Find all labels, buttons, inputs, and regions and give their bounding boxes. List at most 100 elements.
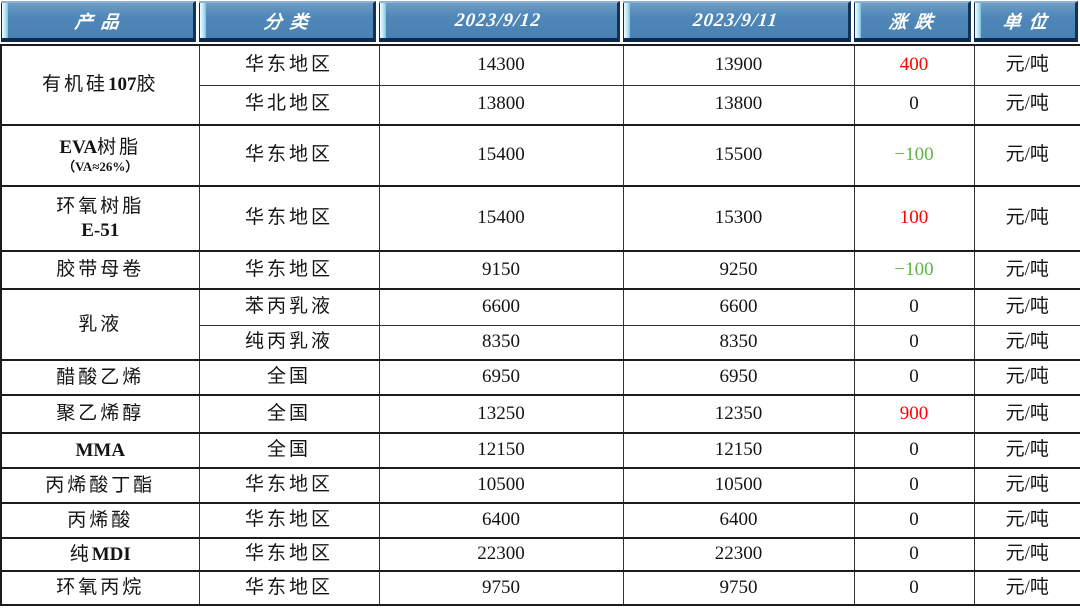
header-label-change: 涨跌	[887, 11, 942, 32]
price-cell-0911: 6400	[622, 502, 855, 539]
change-cell: 0	[853, 288, 975, 326]
header-cell-date-0911: 2023/9/11	[622, 0, 853, 44]
table-row: 环氧树脂 E-51 华东地区 15400 15300 100 元/吨	[0, 185, 1080, 252]
price-cell-0911: 13900	[622, 44, 855, 86]
category-cell: 纯丙乳液	[198, 324, 380, 361]
price-cell-0911: 15300	[622, 185, 855, 252]
unit-cell: 元/吨	[973, 537, 1080, 572]
price-cell-0911: 22300	[622, 537, 855, 572]
table-row: 丙烯酸 华东地区 6400 6400 0 元/吨	[0, 502, 1080, 539]
category-cell: 华东地区	[198, 185, 380, 252]
price-cell-0911: 12350	[622, 394, 855, 434]
price-cell-0912: 9150	[378, 250, 624, 290]
header-cell-change: 涨跌	[853, 0, 973, 44]
product-cell: 有机硅107胶	[0, 44, 200, 126]
unit-cell: 元/吨	[973, 84, 1080, 126]
category-cell: 华东地区	[198, 537, 380, 572]
table-row: 纯丙乳液 8350 8350 0 元/吨	[1, 324, 1080, 361]
category-cell: 全国	[198, 432, 380, 469]
price-cell-0911: 6950	[622, 359, 855, 396]
unit-cell: 元/吨	[973, 394, 1080, 434]
product-cell: EVA树脂 （VA≈26%）	[0, 124, 200, 187]
price-cell-0912: 6950	[378, 359, 624, 396]
change-cell: 900	[853, 394, 975, 434]
price-cell-0912: 15400	[378, 124, 624, 187]
header-cell-unit: 单位	[973, 0, 1080, 44]
price-table: 有机硅107胶 华东地区 14300 13900 400 元/吨 华北地区 13…	[0, 44, 1080, 606]
unit-cell: 元/吨	[973, 359, 1080, 396]
change-cell: 400	[853, 44, 975, 86]
price-cell-0912: 22300	[378, 537, 624, 572]
unit-cell: 元/吨	[973, 570, 1080, 606]
product-cell: 环氧丙烷	[0, 570, 200, 606]
product-cell: 纯MDI	[0, 537, 200, 572]
unit-cell: 元/吨	[973, 288, 1080, 326]
product-cell: 丙烯酸丁酯	[0, 467, 200, 504]
change-cell: 0	[853, 537, 975, 572]
header-label-product: 产品	[73, 11, 128, 32]
table-row: 丙烯酸丁酯 华东地区 10500 10500 0 元/吨	[0, 467, 1080, 504]
change-cell: 0	[853, 467, 975, 504]
product-cell: MMA	[0, 432, 200, 469]
category-cell: 华东地区	[198, 467, 380, 504]
table-row: 聚乙烯醇 全国 13250 12350 900 元/吨	[0, 394, 1080, 434]
table-row: 华北地区 13800 13800 0 元/吨	[1, 84, 1080, 126]
product-cell: 环氧树脂 E-51	[0, 185, 200, 252]
price-cell-0912: 14300	[378, 44, 624, 86]
unit-cell: 元/吨	[973, 324, 1080, 361]
unit-cell: 元/吨	[973, 467, 1080, 504]
category-cell: 苯丙乳液	[198, 288, 380, 326]
price-cell-0911: 10500	[622, 467, 855, 504]
price-cell-0912: 13250	[378, 394, 624, 434]
price-cell-0911: 12150	[622, 432, 855, 469]
change-cell: −100	[853, 124, 975, 187]
category-cell: 华东地区	[198, 44, 380, 86]
price-cell-0911: 13800	[622, 84, 855, 126]
price-cell-0911: 9250	[622, 250, 855, 290]
price-cell-0912: 6400	[378, 502, 624, 539]
table-row: 醋酸乙烯 全国 6950 6950 0 元/吨	[0, 359, 1080, 396]
change-cell: 0	[853, 432, 975, 469]
header-cell-category: 分类	[198, 0, 378, 44]
table-row: 乳液 苯丙乳液 6600 6600 0 元/吨	[0, 288, 1080, 361]
header-label-date-0912: 2023/9/12	[453, 9, 543, 31]
category-cell: 华东地区	[198, 502, 380, 539]
category-cell: 华北地区	[198, 84, 380, 126]
unit-cell: 元/吨	[973, 185, 1080, 252]
price-cell-0911: 8350	[622, 324, 855, 361]
header-label-date-0911: 2023/9/11	[691, 9, 780, 31]
product-cell: 乳液	[0, 288, 200, 361]
header-label-category: 分类	[262, 11, 317, 32]
price-cell-0912: 10500	[378, 467, 624, 504]
price-cell-0912: 15400	[378, 185, 624, 252]
unit-cell: 元/吨	[973, 502, 1080, 539]
category-cell: 华东地区	[198, 124, 380, 187]
table-header-row: 产品 分类 2023/9/12 2023/9/11 涨跌 单位	[0, 0, 1080, 44]
change-cell: −100	[853, 250, 975, 290]
unit-cell: 元/吨	[973, 44, 1080, 86]
table-row: 纯MDI 华东地区 22300 22300 0 元/吨	[0, 537, 1080, 572]
category-cell: 全国	[198, 359, 380, 396]
product-cell: 丙烯酸	[0, 502, 200, 539]
category-cell: 全国	[198, 394, 380, 434]
table-row: EVA树脂 （VA≈26%） 华东地区 15400 15500 −100 元/吨	[0, 124, 1080, 187]
unit-cell: 元/吨	[973, 124, 1080, 187]
price-cell-0912: 13800	[378, 84, 624, 126]
change-cell: 0	[853, 324, 975, 361]
price-cell-0911: 15500	[622, 124, 855, 187]
price-cell-0911: 9750	[622, 570, 855, 606]
product-cell: 胶带母卷	[0, 250, 200, 290]
table-row: 有机硅107胶 华东地区 14300 13900 400 元/吨	[0, 44, 1080, 126]
price-cell-0912: 9750	[378, 570, 624, 606]
unit-cell: 元/吨	[973, 432, 1080, 469]
price-cell-0912: 8350	[378, 324, 624, 361]
category-cell: 华东地区	[198, 570, 380, 606]
table-row: 环氧丙烷 华东地区 9750 9750 0 元/吨	[0, 570, 1080, 606]
header-cell-date-0912: 2023/9/12	[378, 0, 622, 44]
category-cell: 华东地区	[198, 250, 380, 290]
table-row: 胶带母卷 华东地区 9150 9250 −100 元/吨	[0, 250, 1080, 290]
price-cell-0912: 6600	[378, 288, 624, 326]
price-cell-0912: 12150	[378, 432, 624, 469]
header-cell-product: 产品	[0, 0, 198, 44]
